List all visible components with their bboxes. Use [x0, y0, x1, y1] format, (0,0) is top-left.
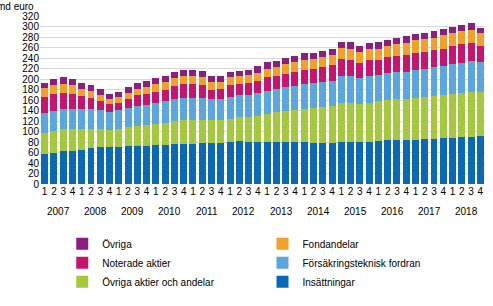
svg-text:1: 1	[339, 186, 345, 197]
svg-text:Fondandelar: Fondandelar	[303, 239, 360, 250]
svg-text:2013: 2013	[270, 206, 293, 217]
svg-text:4: 4	[366, 186, 372, 197]
svg-text:3: 3	[468, 186, 474, 197]
svg-text:2008: 2008	[84, 206, 107, 217]
svg-text:2018: 2018	[455, 206, 478, 217]
svg-text:4: 4	[292, 186, 298, 197]
svg-text:2007: 2007	[47, 206, 70, 217]
svg-text:120: 120	[22, 116, 39, 127]
svg-text:1: 1	[376, 186, 382, 197]
svg-text:3: 3	[283, 186, 289, 197]
svg-text:220: 220	[22, 63, 39, 74]
svg-text:260: 260	[22, 42, 39, 53]
svg-text:1: 1	[301, 186, 307, 197]
svg-text:3: 3	[135, 186, 141, 197]
svg-text:1: 1	[190, 186, 196, 197]
svg-text:1: 1	[42, 186, 48, 197]
svg-text:3: 3	[60, 186, 66, 197]
svg-text:2: 2	[88, 186, 94, 197]
svg-text:80: 80	[28, 137, 40, 148]
svg-text:2: 2	[51, 186, 57, 197]
svg-text:Övriga: Övriga	[102, 239, 132, 250]
svg-text:3: 3	[357, 186, 363, 197]
svg-text:2: 2	[311, 186, 317, 197]
svg-text:140: 140	[22, 105, 39, 116]
svg-text:3: 3	[320, 186, 326, 197]
svg-text:2: 2	[199, 186, 205, 197]
svg-text:1: 1	[153, 186, 159, 197]
svg-text:4: 4	[329, 186, 335, 197]
svg-text:240: 240	[22, 53, 39, 64]
svg-text:4: 4	[255, 186, 261, 197]
svg-text:160: 160	[22, 95, 39, 106]
svg-text:2009: 2009	[121, 206, 144, 217]
svg-text:0: 0	[33, 179, 39, 190]
svg-text:4: 4	[144, 186, 150, 197]
svg-text:2016: 2016	[381, 206, 404, 217]
svg-text:3: 3	[97, 186, 103, 197]
svg-text:2017: 2017	[418, 206, 441, 217]
svg-text:2011: 2011	[196, 206, 218, 217]
svg-text:2: 2	[274, 186, 280, 197]
svg-text:2: 2	[237, 186, 243, 197]
svg-text:Insättningar: Insättningar	[303, 277, 356, 288]
svg-text:1: 1	[116, 186, 122, 197]
svg-text:4: 4	[218, 186, 224, 197]
svg-text:2: 2	[385, 186, 391, 197]
svg-text:4: 4	[107, 186, 113, 197]
svg-text:3: 3	[431, 186, 437, 197]
svg-text:1: 1	[450, 186, 456, 197]
svg-text:3: 3	[209, 186, 215, 197]
svg-text:2010: 2010	[158, 206, 181, 217]
svg-text:1: 1	[413, 186, 419, 197]
svg-text:1: 1	[227, 186, 233, 197]
svg-text:Övriga aktier och andelar: Övriga aktier och andelar	[102, 277, 214, 288]
svg-text:md euro: md euro	[0, 1, 34, 12]
svg-text:4: 4	[181, 186, 187, 197]
svg-text:180: 180	[22, 84, 39, 95]
svg-text:4: 4	[70, 186, 76, 197]
svg-text:280: 280	[22, 32, 39, 43]
svg-text:2: 2	[162, 186, 168, 197]
svg-text:1: 1	[79, 186, 85, 197]
svg-text:2: 2	[348, 186, 354, 197]
svg-text:40: 40	[28, 158, 40, 169]
svg-text:300: 300	[22, 21, 39, 32]
svg-text:4: 4	[403, 186, 409, 197]
svg-text:320: 320	[22, 11, 39, 22]
svg-text:Försäkringsteknisk fordran: Försäkringsteknisk fordran	[303, 258, 421, 269]
svg-text:1: 1	[264, 186, 270, 197]
svg-text:3: 3	[172, 186, 178, 197]
svg-text:4: 4	[478, 186, 484, 197]
svg-text:200: 200	[22, 74, 39, 85]
svg-text:3: 3	[394, 186, 400, 197]
svg-text:2012: 2012	[232, 206, 255, 217]
svg-text:2: 2	[125, 186, 131, 197]
svg-text:100: 100	[22, 126, 39, 137]
svg-text:3: 3	[246, 186, 252, 197]
svg-text:2015: 2015	[344, 206, 367, 217]
svg-text:20: 20	[28, 168, 40, 179]
svg-text:2: 2	[459, 186, 465, 197]
svg-text:4: 4	[440, 186, 446, 197]
svg-text:2: 2	[422, 186, 428, 197]
svg-text:60: 60	[28, 147, 40, 158]
svg-text:2014: 2014	[307, 206, 330, 217]
svg-text:Noterade aktier: Noterade aktier	[102, 258, 171, 269]
